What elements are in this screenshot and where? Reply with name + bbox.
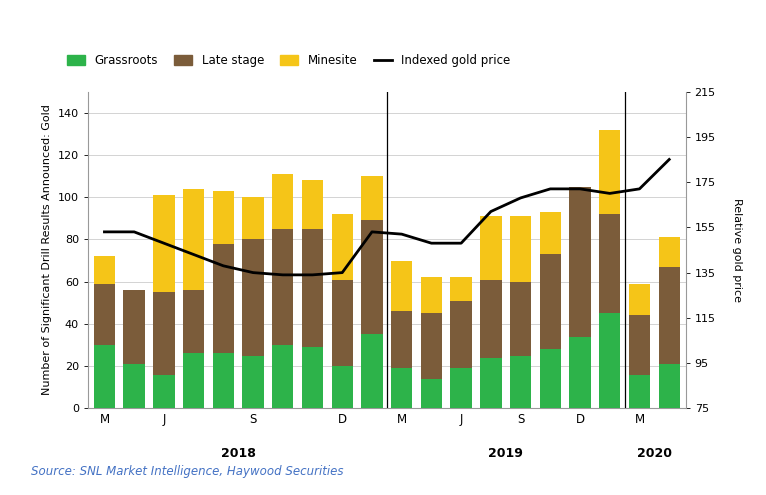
Bar — [599, 214, 620, 313]
Bar — [93, 256, 115, 284]
Bar — [93, 345, 115, 408]
Text: 2020: 2020 — [637, 447, 672, 460]
Bar — [510, 282, 532, 355]
Y-axis label: Number of Significant Drill Results Announced: Gold: Number of Significant Drill Results Anno… — [42, 104, 52, 396]
Bar — [421, 313, 442, 379]
Bar — [539, 254, 561, 349]
Bar — [569, 337, 591, 408]
Bar — [629, 284, 650, 315]
Bar — [362, 176, 383, 220]
Bar — [629, 315, 650, 375]
Bar — [213, 191, 234, 244]
Bar — [213, 244, 234, 353]
Text: 2019: 2019 — [488, 447, 523, 460]
Text: Figure 2:: Figure 2: — [9, 15, 72, 28]
Text: 2018: 2018 — [221, 447, 256, 460]
Bar — [183, 189, 205, 290]
Bar — [332, 214, 353, 280]
Bar — [480, 216, 502, 280]
Bar — [569, 187, 591, 337]
Bar — [272, 229, 293, 345]
Bar — [242, 240, 264, 355]
Bar — [272, 174, 293, 229]
Bar — [123, 364, 145, 408]
Bar — [480, 280, 502, 358]
Bar — [421, 379, 442, 408]
Bar — [332, 280, 353, 366]
Bar — [421, 277, 442, 313]
Bar — [659, 364, 680, 408]
Bar — [242, 197, 264, 240]
Bar — [659, 267, 680, 364]
Text: Synthesized Drill Results of Reported Significant: Gold-related Companies: Synthesized Drill Results of Reported Si… — [71, 15, 533, 28]
Bar — [599, 313, 620, 408]
Bar — [391, 260, 412, 311]
Bar — [539, 349, 561, 408]
Text: Source: SNL Market Intelligence, Haywood Securities: Source: SNL Market Intelligence, Haywood… — [31, 465, 343, 478]
Bar — [510, 216, 532, 282]
Y-axis label: Relative gold price: Relative gold price — [732, 198, 742, 302]
Bar — [183, 290, 205, 353]
Bar — [153, 375, 175, 408]
Bar — [332, 366, 353, 408]
Bar — [599, 130, 620, 214]
Bar — [242, 355, 264, 408]
Bar — [153, 195, 175, 292]
Bar — [362, 220, 383, 335]
Bar — [510, 355, 532, 408]
Bar — [93, 284, 115, 345]
Bar — [302, 180, 323, 229]
Bar — [183, 353, 205, 408]
Bar — [450, 277, 472, 300]
Bar — [391, 311, 412, 368]
Bar — [362, 335, 383, 408]
Bar — [153, 292, 175, 375]
Bar — [450, 368, 472, 408]
Bar — [539, 212, 561, 254]
Bar — [480, 358, 502, 408]
Bar — [659, 237, 680, 267]
Bar — [450, 300, 472, 368]
Bar — [302, 229, 323, 347]
Bar — [391, 368, 412, 408]
Bar — [123, 290, 145, 364]
Legend: Grassroots, Late stage, Minesite, Indexed gold price: Grassroots, Late stage, Minesite, Indexe… — [67, 54, 510, 67]
Bar — [213, 353, 234, 408]
Bar — [272, 345, 293, 408]
Bar — [302, 347, 323, 408]
Bar — [629, 375, 650, 408]
